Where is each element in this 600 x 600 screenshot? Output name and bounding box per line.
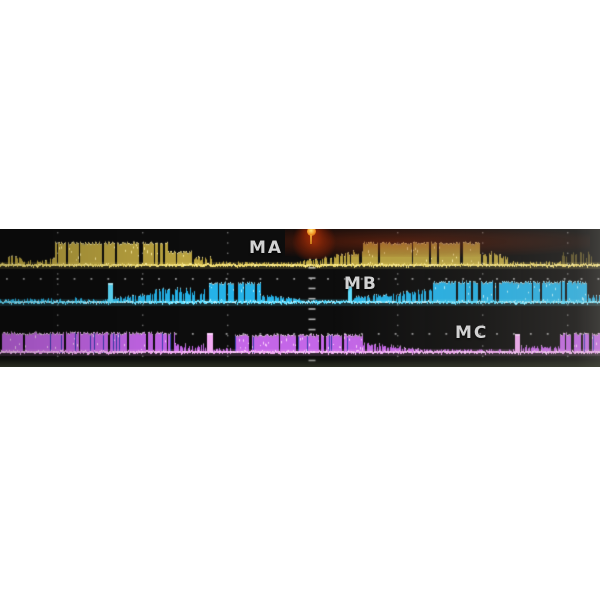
oscilloscope-photo: MA MB MC [0,229,600,367]
trace-label-mb: MB [344,274,378,294]
trigger-marker-icon [305,229,319,247]
trace-label-mc: MC [455,323,489,343]
oscilloscope-display [0,229,600,367]
trace-label-ma: MA [249,238,284,258]
trigger-marker-stem [310,235,312,244]
